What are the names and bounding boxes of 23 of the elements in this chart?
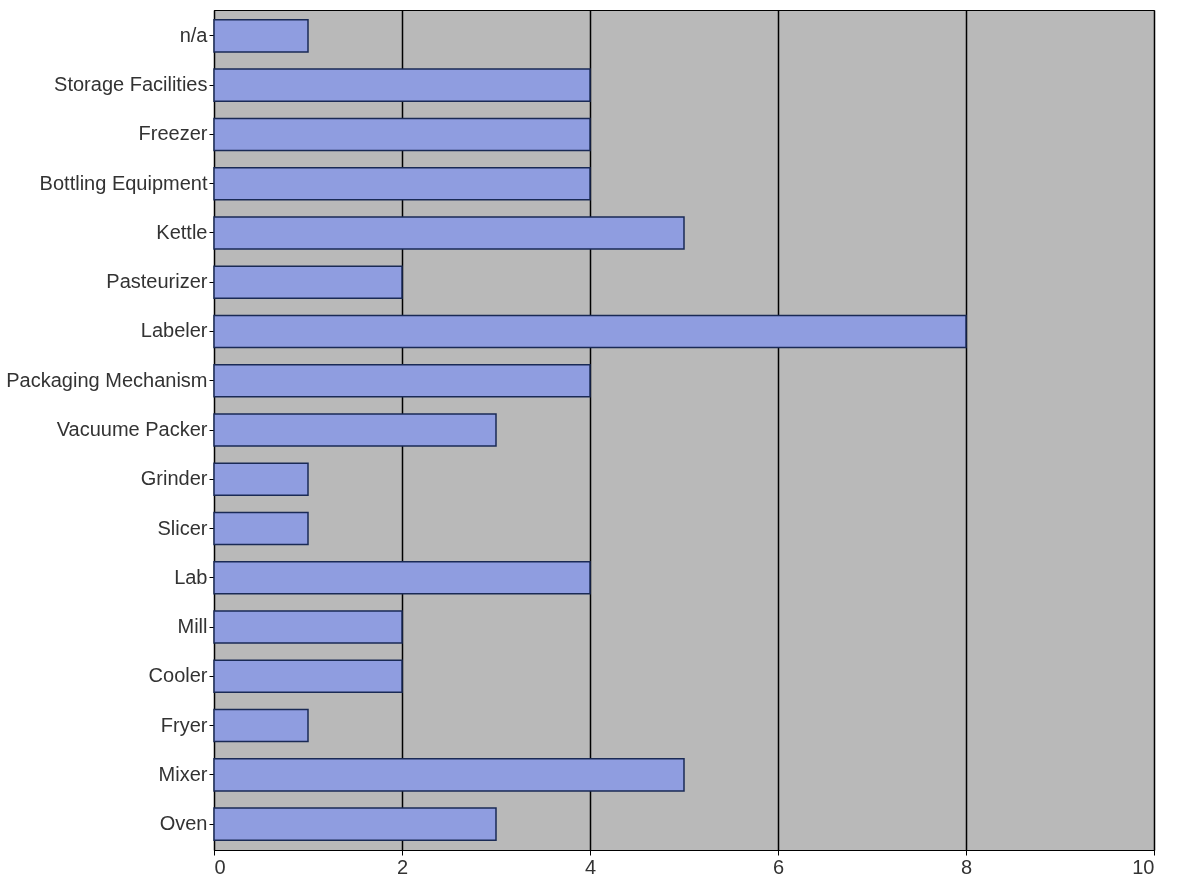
y-tick-label: n/a bbox=[179, 23, 209, 46]
x-tick-label: 0 bbox=[214, 855, 226, 878]
y-tick-label: Labeler bbox=[140, 319, 208, 342]
x-tick-label: 2 bbox=[396, 855, 409, 878]
y-tick-label: Storage Facilities bbox=[54, 73, 208, 96]
y-tick-label: Cooler bbox=[148, 664, 208, 687]
y-tick-label: Lab bbox=[174, 565, 208, 588]
x-tick-label: 8 bbox=[960, 855, 973, 878]
y-tick-label: Vacuume Packer bbox=[56, 418, 208, 440]
x-tick-label: 6 bbox=[772, 855, 785, 878]
y-tick-label: Kettle bbox=[156, 220, 208, 243]
y-tick-label: Fryer bbox=[160, 713, 208, 736]
y-tick-label: Oven bbox=[159, 812, 208, 835]
y-tick-label: Freezer bbox=[138, 122, 208, 145]
x-tick-label: 4 bbox=[584, 855, 597, 878]
y-tick-label: Bottling Equipment bbox=[39, 171, 208, 194]
y-tick-label: Grinder bbox=[140, 467, 208, 490]
x-tick-label: 10 bbox=[1132, 855, 1155, 878]
y-tick-label: Packaging Mechanism bbox=[6, 368, 208, 391]
y-tick-label: Mixer bbox=[158, 762, 208, 785]
y-tick-label: Mill bbox=[177, 615, 208, 638]
y-tick-label: Slicer bbox=[157, 516, 208, 539]
y-tick-label: Pasteurizer bbox=[106, 270, 208, 293]
